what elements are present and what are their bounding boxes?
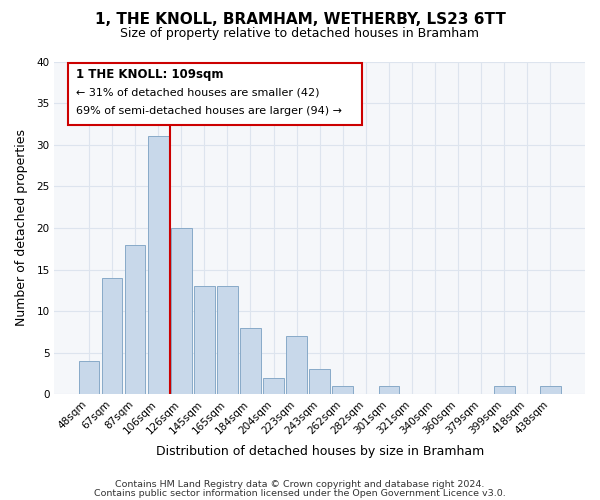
Text: 1, THE KNOLL, BRAMHAM, WETHERBY, LS23 6TT: 1, THE KNOLL, BRAMHAM, WETHERBY, LS23 6T… [95,12,505,28]
Text: Size of property relative to detached houses in Bramham: Size of property relative to detached ho… [121,28,479,40]
Bar [310,370,330,394]
Bar [540,386,561,394]
Bar [332,386,353,394]
Bar [286,336,307,394]
Text: Contains HM Land Registry data © Crown copyright and database right 2024.: Contains HM Land Registry data © Crown c… [115,480,485,489]
Bar [171,228,191,394]
Y-axis label: Number of detached properties: Number of detached properties [15,130,28,326]
Bar [240,328,261,394]
Bar [379,386,400,394]
Text: ← 31% of detached houses are smaller (42): ← 31% of detached houses are smaller (42… [76,87,319,97]
Text: 1 THE KNOLL: 109sqm: 1 THE KNOLL: 109sqm [76,68,223,81]
Bar [194,286,215,395]
Bar [263,378,284,394]
Bar [217,286,238,395]
Bar [494,386,515,394]
X-axis label: Distribution of detached houses by size in Bramham: Distribution of detached houses by size … [155,444,484,458]
Bar [101,278,122,394]
Bar [125,244,145,394]
Bar [79,361,100,394]
FancyBboxPatch shape [68,63,362,125]
Text: 69% of semi-detached houses are larger (94) →: 69% of semi-detached houses are larger (… [76,106,341,116]
Bar [148,136,169,394]
Text: Contains public sector information licensed under the Open Government Licence v3: Contains public sector information licen… [94,489,506,498]
